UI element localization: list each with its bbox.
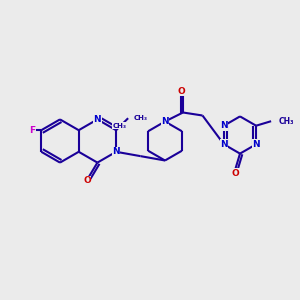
Text: O: O (83, 176, 91, 185)
Text: CH₃: CH₃ (134, 115, 148, 121)
Text: N: N (112, 147, 120, 156)
Text: CH₃: CH₃ (279, 117, 294, 126)
Text: N: N (161, 117, 169, 126)
Text: N: N (220, 121, 228, 130)
Text: N: N (220, 140, 228, 149)
Text: O: O (232, 169, 239, 178)
Text: CH₃: CH₃ (113, 123, 127, 129)
Text: N: N (252, 140, 260, 149)
Text: O: O (178, 87, 185, 96)
Text: N: N (94, 115, 101, 124)
Text: F: F (29, 126, 35, 135)
